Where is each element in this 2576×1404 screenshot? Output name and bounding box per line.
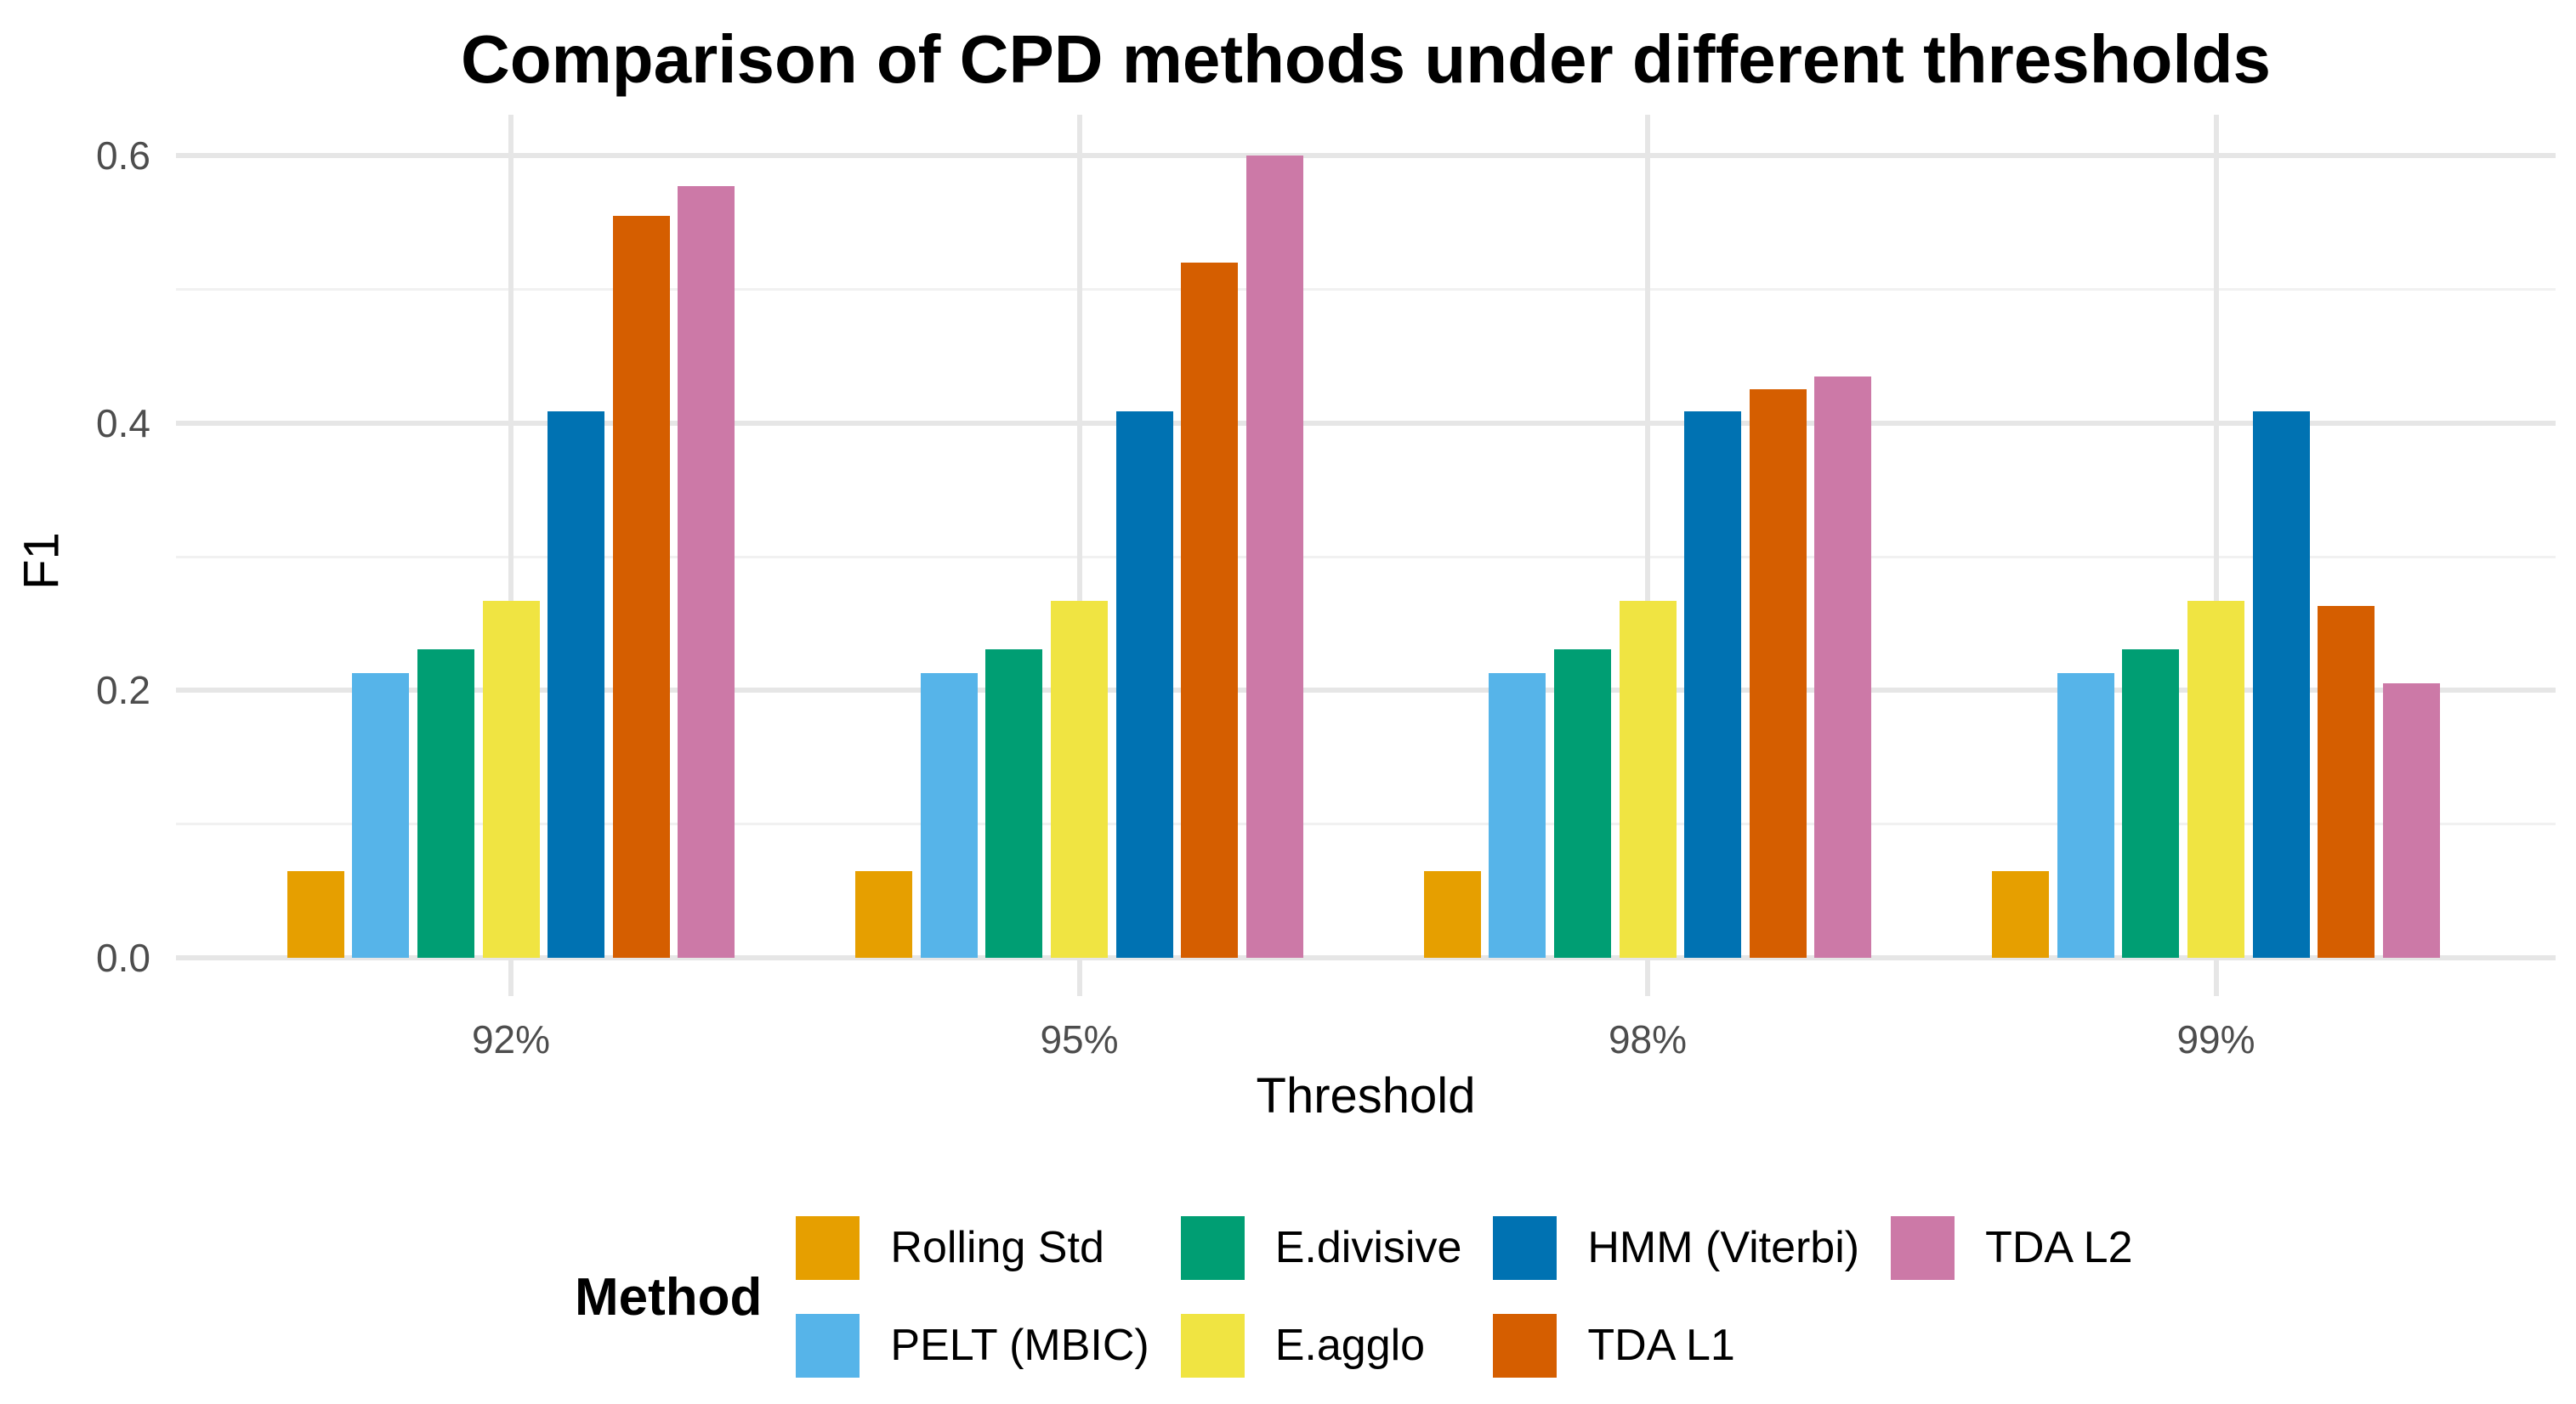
bar xyxy=(1749,389,1807,958)
bar xyxy=(352,672,410,958)
x-axis-title: Threshold xyxy=(1256,1068,1476,1124)
bar xyxy=(2057,672,2114,958)
bar xyxy=(985,648,1043,958)
minor-gridline xyxy=(176,823,2556,826)
bar xyxy=(1181,262,1239,958)
x-tick-label: 95% xyxy=(1040,1017,1119,1061)
minor-gridline xyxy=(176,287,2556,291)
legend-key xyxy=(1180,1216,1245,1280)
bar xyxy=(920,672,978,958)
legend-label: E.divisive xyxy=(1274,1223,1462,1272)
vertical-gridline xyxy=(508,115,513,996)
minor-gridline xyxy=(176,555,2556,558)
y-tick-label: 0.4 xyxy=(96,400,150,445)
x-tick-label: 99% xyxy=(2176,1017,2255,1061)
legend-item: Rolling Std xyxy=(796,1216,1149,1280)
bar xyxy=(2122,648,2180,958)
x-tick-label: 98% xyxy=(1608,1017,1688,1061)
bar xyxy=(1489,672,1546,958)
legend-label: E.agglo xyxy=(1274,1321,1426,1370)
major-gridline xyxy=(176,420,2556,426)
legend: Method Rolling Std PELT (MBIC) E.divisive E… xyxy=(575,1216,2133,1378)
bar xyxy=(1684,410,1742,958)
plot-panel xyxy=(176,115,2556,996)
legend-key xyxy=(796,1314,860,1378)
bar xyxy=(1115,410,1173,958)
legend-label: TDA L2 xyxy=(1985,1223,2133,1272)
bar xyxy=(678,186,735,958)
bar xyxy=(2382,683,2440,958)
legend-item: PELT (MBIC) xyxy=(796,1314,1149,1378)
legend-key xyxy=(1493,1314,1558,1378)
legend-key xyxy=(796,1216,860,1280)
bar xyxy=(287,870,344,958)
legend-label: PELT (MBIC) xyxy=(890,1321,1149,1370)
legend-item: TDA L1 xyxy=(1493,1314,1859,1378)
legend-item: HMM (Viterbi) xyxy=(1493,1216,1859,1280)
y-tick-label: 0.6 xyxy=(96,133,150,178)
legend-key xyxy=(1891,1216,1955,1280)
bar xyxy=(1814,376,1872,958)
legend-label: HMM (Viterbi) xyxy=(1587,1223,1860,1272)
vertical-gridline xyxy=(1645,115,1650,996)
legend-item: E.divisive xyxy=(1180,1216,1462,1280)
bar xyxy=(1245,156,1303,958)
y-tick-label: 0.2 xyxy=(96,668,150,713)
vertical-gridline xyxy=(1076,115,1082,996)
bar xyxy=(1992,870,2050,958)
major-gridline xyxy=(176,955,2556,960)
vertical-gridline xyxy=(2213,115,2219,996)
bar xyxy=(1553,648,1611,958)
bar xyxy=(1051,600,1108,958)
legend-label: Rolling Std xyxy=(890,1223,1104,1272)
bar xyxy=(548,410,605,958)
major-gridline xyxy=(176,688,2556,694)
bar xyxy=(1423,870,1481,958)
bar xyxy=(1619,600,1677,958)
legend-key xyxy=(1180,1314,1245,1378)
bar xyxy=(2252,410,2310,958)
legend-item: E.agglo xyxy=(1180,1314,1462,1378)
y-tick-label: 0.0 xyxy=(96,936,150,980)
legend-title: Method xyxy=(575,1267,763,1327)
bar xyxy=(612,215,670,958)
bar xyxy=(482,600,540,958)
bar xyxy=(2187,600,2244,958)
bar xyxy=(2318,606,2375,958)
legend-key xyxy=(1493,1216,1558,1280)
legend-items: Rolling Std PELT (MBIC) E.divisive E.agglo H… xyxy=(796,1216,2133,1378)
legend-item: TDA L2 xyxy=(1891,1216,2133,1280)
major-gridline xyxy=(176,153,2556,158)
chart-title: Comparison of CPD methods under differen… xyxy=(460,21,2272,97)
y-axis-title: F1 xyxy=(14,532,70,590)
x-tick-label: 92% xyxy=(471,1017,551,1061)
bar xyxy=(417,648,474,958)
bar xyxy=(855,870,913,958)
legend-label: TDA L1 xyxy=(1587,1321,1735,1370)
